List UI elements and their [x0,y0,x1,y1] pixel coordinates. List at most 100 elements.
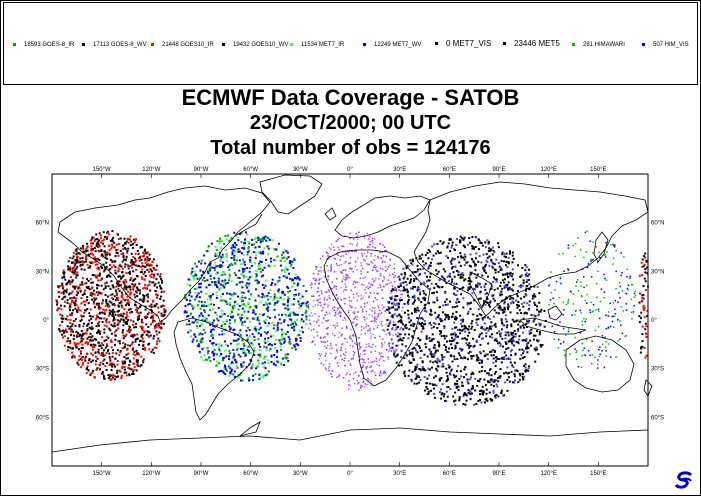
met5-obs-point [511,251,514,254]
met5-obs-point [503,394,506,397]
met5-obs-point [411,287,414,290]
goes10-obs-point [67,281,70,284]
goes10-obs-point [148,280,151,283]
met5-obs-point [513,320,516,323]
himawari-obs-point [592,304,595,306]
met7-obs-point [348,276,351,279]
himawari-obs-point [626,268,628,271]
goes8-obs-point [240,335,243,338]
met5-obs-point [534,315,537,318]
met7-obs-point [365,292,367,294]
himawari-obs-point [604,254,607,256]
goes10-obs-point [90,245,93,248]
goes10-obs-point [71,324,74,327]
met5-obs-point [481,337,484,340]
goes8-obs-point [275,330,278,333]
goes8-obs-point [268,302,271,305]
met5-obs-point [481,393,484,396]
met5-obs-point [402,277,405,280]
met7-obs-point [329,372,332,375]
goes8-obs-point [191,270,194,273]
goes10-obs-point [155,264,158,267]
met5-obs-point [506,283,509,286]
met5-obs-point [404,325,407,328]
goes8-obs-point [255,272,258,275]
goes8-obs-point [297,277,300,280]
met7-obs-point [374,336,376,339]
met5-obs-point [418,381,421,384]
goes8-obs-point [267,337,270,340]
goes10-obs-point [114,334,117,337]
met7-obs-point [392,334,394,337]
goes8-obs-point [200,262,203,265]
goes8-obs-point [258,322,261,325]
met7-obs-point [326,265,329,267]
met7-obs-point [340,349,343,351]
himawari-obs-point [558,253,560,255]
goes8-obs-point [283,320,286,323]
goes10-obs-point [113,378,116,381]
goes10-obs-point [106,236,109,239]
goes10-obs-point [104,346,107,349]
goes10-obs-point [67,346,70,349]
met5-obs-point [515,341,518,344]
met5-obs-point [425,386,428,389]
goes10-obs-point [126,251,129,254]
goes8-obs-point [236,366,239,369]
goes8-obs-point [268,316,271,319]
met5-obs-point [529,339,532,342]
met7-obs-point [307,303,310,306]
goes10-obs-point [100,347,103,350]
goes10-obs-point [94,298,97,301]
goes10-obs-point [156,340,159,343]
met7-obs-point [379,309,381,312]
met5-obs-point [512,301,515,304]
goes10-obs-point [85,278,88,281]
met5-obs-point [517,328,520,331]
met5-obs-point [438,252,441,255]
himawari-obs-point [591,354,594,356]
goes10-obs-point [70,292,73,295]
met7-obs-point [348,388,350,390]
goes10-obs-point [110,280,113,283]
legend-item: 507 HIM_VIS [642,41,689,49]
goes10-obs-point [97,242,100,245]
goes8-obs-point [263,266,266,269]
met7-obs-point [312,299,315,302]
goes10-obs-point [126,357,129,360]
goes10-obs-point [129,293,132,296]
met5-obs-point [468,325,471,328]
goes8-obs-point [187,331,190,334]
met5-obs-point [408,360,411,363]
goes8-obs-point [200,282,203,285]
met5-obs-point [407,264,410,267]
met7-obs-point [342,245,345,248]
met5-obs-point [476,273,479,276]
met5-obs-point [478,351,481,354]
goes8-obs-point [263,365,266,368]
met7-obs-point [338,374,341,376]
met5-obs-point [452,333,455,336]
met5-obs-point [526,302,529,305]
met5-obs-point [506,306,509,309]
goes10-obs-point [67,279,70,282]
goes8-obs-point [305,318,308,321]
met5-obs-point [495,337,498,340]
goes10-obs-point [140,364,143,367]
goes8-obs-point [186,315,189,318]
goes10-obs-point [102,270,105,273]
goes8-obs-point [220,295,223,298]
goes10-obs-point [130,263,133,266]
met5-obs-point [489,325,492,328]
met7-obs-point [374,312,376,314]
himawari-obs-point [625,303,627,305]
goes10-obs-point [144,265,147,268]
himawari-obs-point [611,320,614,323]
goes10-obs-point [112,363,115,366]
goes10-obs-point [108,352,111,355]
goes8-obs-point [238,331,241,334]
met5-obs-point [514,353,517,356]
goes8-obs-point [213,269,216,272]
met5-obs-point [427,374,430,377]
goes10-obs-point [123,320,126,323]
